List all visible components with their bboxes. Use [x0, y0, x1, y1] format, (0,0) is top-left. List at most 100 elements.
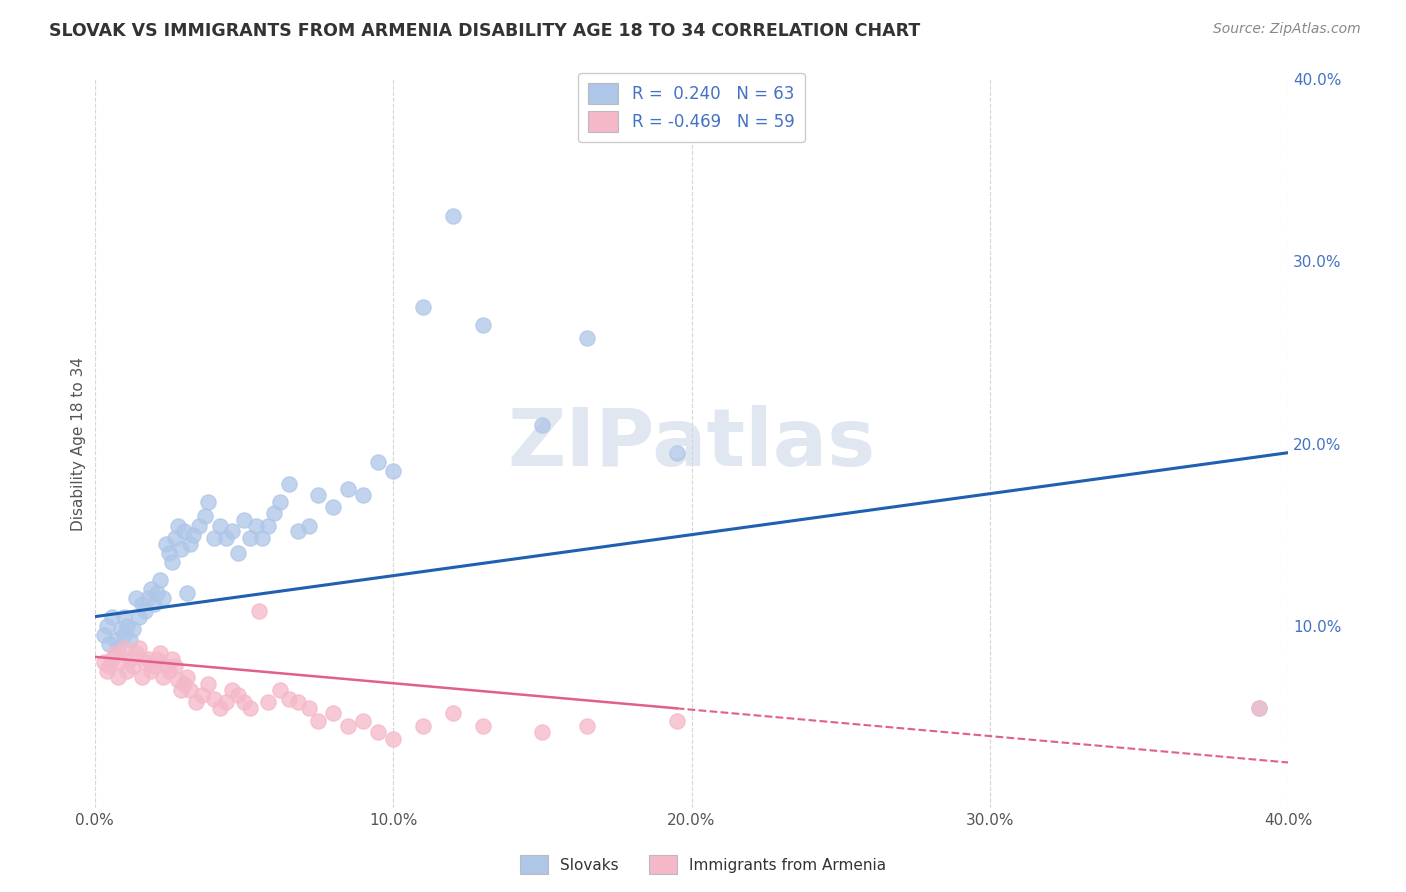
Point: [197, 495, 219, 509]
Point: [307, 487, 329, 501]
Point: [117, 619, 139, 633]
Point: [176, 670, 198, 684]
Point: [232, 513, 254, 527]
Point: [146, 586, 169, 600]
Point: [307, 714, 329, 728]
Point: [155, 537, 177, 551]
Y-axis label: Disability Age 18 to 34: Disability Age 18 to 34: [72, 357, 86, 531]
Point: [287, 695, 309, 709]
Point: [157, 546, 180, 560]
Point: [298, 701, 321, 715]
Point: [96, 665, 118, 679]
Point: [125, 646, 148, 660]
Point: [134, 655, 156, 669]
Point: [143, 659, 166, 673]
Point: [226, 546, 249, 560]
Point: [247, 604, 270, 618]
Point: [1247, 701, 1270, 715]
Point: [107, 640, 129, 655]
Point: [277, 691, 299, 706]
Point: [188, 518, 211, 533]
Point: [322, 500, 344, 515]
Point: [165, 531, 187, 545]
Legend: Slovaks, Immigrants from Armenia: Slovaks, Immigrants from Armenia: [515, 849, 891, 880]
Point: [136, 651, 159, 665]
Point: [173, 677, 195, 691]
Point: [120, 651, 142, 665]
Point: [170, 682, 193, 697]
Point: [155, 659, 177, 673]
Point: [122, 623, 145, 637]
Point: [269, 495, 291, 509]
Point: [232, 695, 254, 709]
Point: [531, 724, 554, 739]
Point: [441, 706, 464, 721]
Point: [101, 651, 124, 665]
Point: [122, 659, 145, 673]
Point: [367, 724, 389, 739]
Point: [128, 640, 150, 655]
Point: [93, 655, 115, 669]
Point: [112, 640, 135, 655]
Point: [149, 573, 172, 587]
Point: [256, 518, 278, 533]
Point: [277, 476, 299, 491]
Point: [184, 695, 207, 709]
Point: [101, 609, 124, 624]
Text: SLOVAK VS IMMIGRANTS FROM ARMENIA DISABILITY AGE 18 TO 34 CORRELATION CHART: SLOVAK VS IMMIGRANTS FROM ARMENIA DISABI…: [49, 22, 921, 40]
Point: [256, 695, 278, 709]
Point: [352, 714, 374, 728]
Point: [165, 659, 187, 673]
Point: [471, 318, 494, 332]
Point: [208, 518, 231, 533]
Point: [93, 628, 115, 642]
Point: [176, 586, 198, 600]
Point: [191, 688, 214, 702]
Point: [287, 524, 309, 538]
Point: [263, 506, 285, 520]
Point: [665, 714, 688, 728]
Point: [146, 651, 169, 665]
Point: [197, 677, 219, 691]
Point: [152, 591, 174, 606]
Point: [110, 655, 132, 669]
Point: [167, 673, 190, 688]
Point: [160, 555, 183, 569]
Point: [382, 731, 405, 746]
Point: [112, 609, 135, 624]
Point: [298, 518, 321, 533]
Point: [412, 719, 434, 733]
Point: [98, 659, 121, 673]
Point: [149, 646, 172, 660]
Point: [125, 591, 148, 606]
Point: [117, 665, 139, 679]
Point: [120, 633, 142, 648]
Point: [128, 609, 150, 624]
Text: ZIPatlas: ZIPatlas: [508, 405, 876, 483]
Point: [136, 591, 159, 606]
Point: [576, 719, 599, 733]
Point: [215, 695, 238, 709]
Point: [194, 509, 217, 524]
Point: [152, 670, 174, 684]
Point: [412, 300, 434, 314]
Point: [245, 518, 267, 533]
Point: [181, 527, 204, 541]
Point: [110, 623, 132, 637]
Point: [367, 455, 389, 469]
Point: [208, 701, 231, 715]
Point: [131, 597, 153, 611]
Point: [143, 597, 166, 611]
Point: [221, 682, 243, 697]
Point: [337, 482, 360, 496]
Point: [104, 633, 127, 648]
Point: [134, 604, 156, 618]
Point: [173, 524, 195, 538]
Point: [107, 670, 129, 684]
Point: [576, 331, 599, 345]
Point: [221, 524, 243, 538]
Point: [141, 665, 163, 679]
Point: [226, 688, 249, 702]
Point: [98, 637, 121, 651]
Point: [239, 531, 262, 545]
